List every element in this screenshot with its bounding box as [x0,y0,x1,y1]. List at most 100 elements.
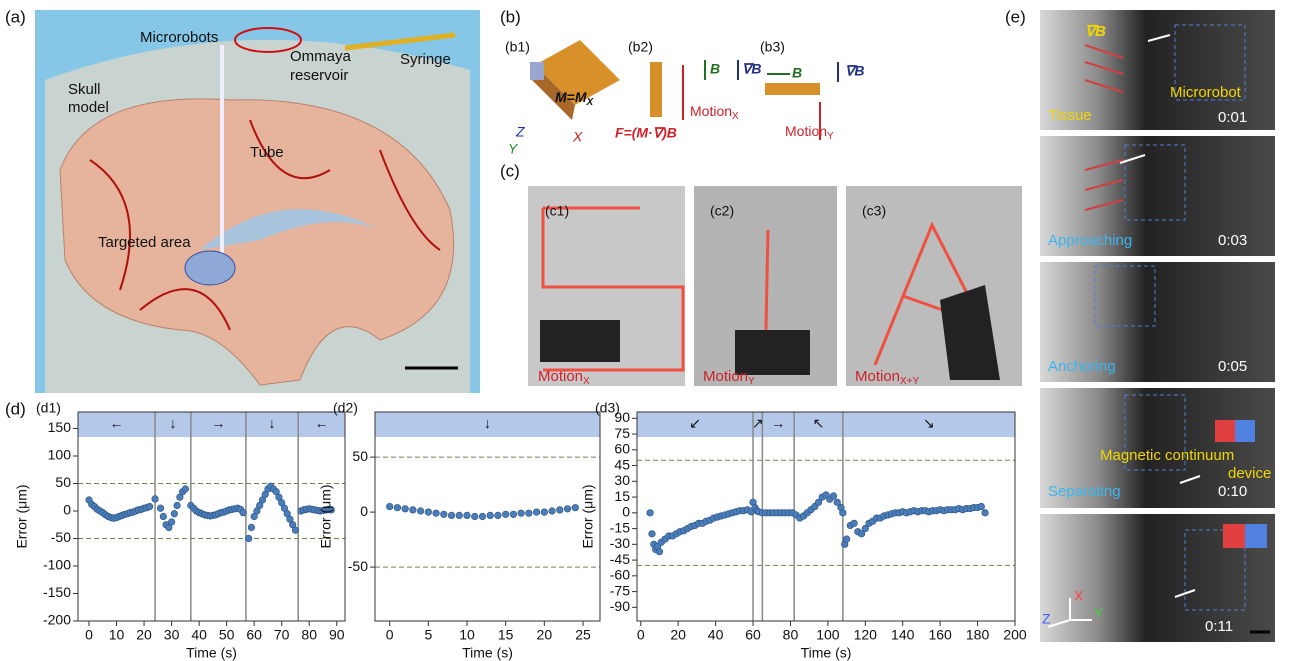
device-magnet [1215,420,1235,442]
subscript: X [732,111,739,122]
x-tick-label: 200 [1003,627,1027,643]
data-point [417,508,424,515]
y-tick-label: 0 [360,503,368,519]
subpanel-label: (c2) [710,203,734,219]
plot-frame [637,412,1015,621]
timestamp: 0:05 [1218,358,1247,375]
scatter-chart: (d3)-90-75-60-45-30-15015304560759002040… [580,400,1027,661]
gradient-label: ∇B [1085,23,1106,40]
callout: Ommaya [290,48,352,65]
x-tick-label: 80 [301,627,317,643]
data-point [510,511,517,518]
data-point [402,506,409,513]
gradient-label: ∇B [845,63,864,79]
data-point [168,519,175,526]
y-tick-label: 100 [48,447,72,463]
x-tick-label: 40 [191,627,207,643]
data-point [656,548,663,555]
subpanel-label: (b3) [760,39,785,55]
axis-label: X [572,129,583,145]
direction-arrow: → [771,415,785,431]
x-tick-label: 100 [816,627,840,643]
y-tick-label: 30 [614,472,630,488]
device-magnet [1235,420,1255,442]
data-point [160,513,167,520]
data-point [386,503,393,510]
timestamp: 0:01 [1218,109,1247,126]
data-point [182,486,189,493]
y-tick-label: -90 [610,598,630,614]
data-point [649,531,656,538]
y-tick-label: -30 [610,535,630,551]
x-axis-title: Time (s) [186,645,237,661]
callout: Targeted area [98,234,191,251]
stage-label: Separating [1048,483,1121,500]
data-point [410,507,417,514]
axis-label: X [1074,588,1084,604]
force-label: F=(M·∇)B [615,125,677,141]
direction-arrow: ← [110,415,124,431]
axis-label: Y [1094,605,1104,621]
y-tick-label: 90 [614,409,630,425]
x-tick-label: 0 [85,627,93,643]
data-point [425,509,432,516]
x-tick-label: 90 [329,627,345,643]
callout: Microrobots [140,29,218,46]
target-area [185,251,235,285]
x-tick-label: 15 [498,627,514,643]
data-point [549,508,556,515]
field-label: B [792,65,802,81]
data-point [982,510,989,517]
data-point [487,512,494,519]
text: Motion [703,368,748,385]
direction-arrow: ↓ [484,415,491,431]
direction-arrow: ↙ [689,415,701,431]
text: M=M [555,89,587,105]
panel-label: (c) [500,161,520,180]
x-tick-label: 180 [966,627,990,643]
text: Motion [785,123,827,139]
timestamp: 0:03 [1218,232,1247,249]
device-magnet [1223,524,1245,548]
stage-label: Approaching [1048,232,1132,249]
direction-arrow: ↗ [752,415,764,431]
robot-sketch [650,62,662,117]
data-point [292,527,299,534]
chart-label: (d2) [333,400,358,416]
timestamp: 0:10 [1218,483,1247,500]
data-point [448,512,455,519]
subscript: Y [827,131,834,142]
data-point [647,510,654,517]
robot-sketch [765,83,820,95]
x-tick-label: 120 [854,627,878,643]
robot-image [540,320,620,362]
x-axis-title: Time (s) [462,645,513,661]
y-tick-label: -150 [43,584,71,600]
direction-arrow: ↘ [923,415,935,431]
y-axis-title: Error (μm) [14,484,30,548]
x-tick-label: 50 [219,627,235,643]
data-point [830,493,837,500]
callout: Tissue [1048,107,1092,124]
data-point [556,507,563,514]
scatter-chart: (d1)-200-150-100-50050100150010203040506… [14,400,345,661]
y-tick-label: 0 [63,502,71,518]
x-tick-label: 10 [109,627,125,643]
subscript: X [583,376,590,387]
motion-label: MotionY [703,368,755,387]
x-tick-label: 160 [928,627,952,643]
figure: (a) Microrobots Ommaya reservoir Syringe… [0,0,1290,661]
stage-label: Anchoring [1048,358,1116,375]
callout: Syringe [400,51,451,68]
y-tick-label: -45 [610,551,630,567]
data-point [526,510,533,517]
direction-arrow: → [211,415,225,431]
direction-arrow: ↖ [813,415,825,431]
frames [1040,10,1275,642]
field-label: B [710,61,720,77]
data-point [394,504,401,511]
data-point [174,502,181,509]
data-point [464,512,471,519]
y-tick-label: -75 [610,582,630,598]
